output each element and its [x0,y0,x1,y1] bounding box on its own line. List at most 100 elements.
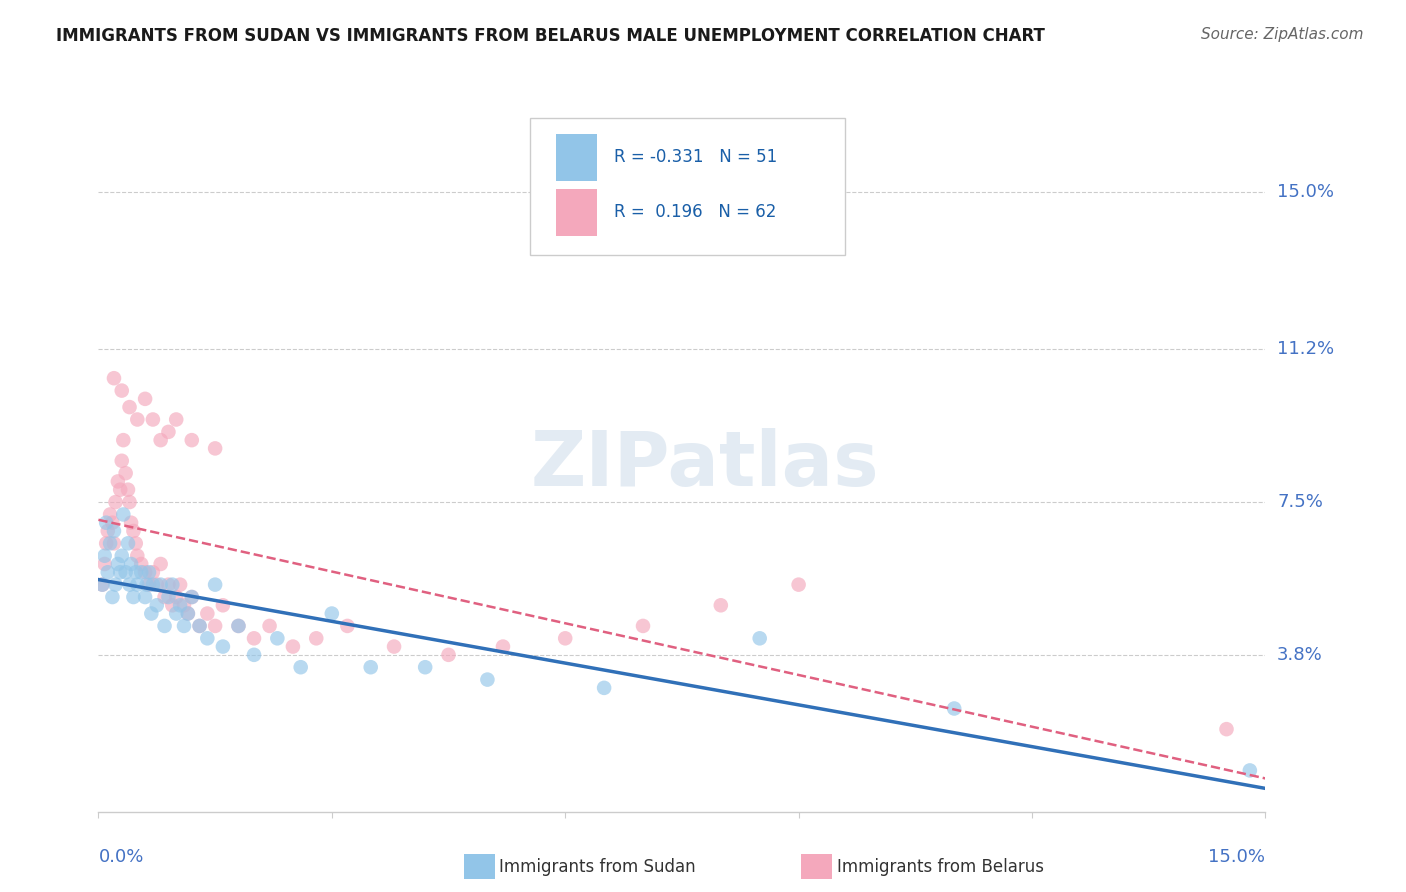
Point [129,557,152,571]
Point [281,640,304,654]
Text: Immigrants from Belarus: Immigrants from Belarus [837,858,1043,876]
Point [108,483,131,497]
Point [204,442,226,456]
Point [173,599,195,613]
Point [437,648,460,662]
Bar [555,134,596,180]
Point [120,516,142,530]
Point [111,454,134,468]
Point [204,577,226,591]
Point [93,549,115,563]
Point [134,566,156,580]
Text: IMMIGRANTS FROM SUDAN VS IMMIGRANTS FROM BELARUS MALE UNEMPLOYMENT CORRELATION C: IMMIGRANTS FROM SUDAN VS IMMIGRANTS FROM… [56,27,1045,45]
Point [134,392,156,406]
Point [710,599,733,613]
Point [117,536,139,550]
Point [321,607,343,621]
Bar [555,189,596,235]
Point [125,566,148,580]
Point [165,590,187,604]
Point [118,495,141,509]
Point [212,599,235,613]
Point [104,495,127,509]
Point [593,681,616,695]
Point [103,371,125,385]
Point [360,660,382,674]
Point [103,524,125,538]
Point [1239,764,1261,778]
Point [125,536,148,550]
Point [748,632,770,646]
Point [120,557,142,571]
Text: Source: ZipAtlas.com: Source: ZipAtlas.com [1201,27,1364,42]
Text: 15.0%: 15.0% [1277,184,1334,202]
Point [162,577,184,591]
Point [93,557,115,571]
Point [169,599,191,613]
Point [188,619,211,633]
Point [177,607,200,621]
Point [195,632,218,646]
Point [138,566,160,580]
Point [787,577,810,591]
Point [97,524,120,538]
Point [554,632,576,646]
Point [243,648,266,662]
Point [492,640,515,654]
Point [103,536,125,550]
FancyBboxPatch shape [530,118,845,255]
Point [118,400,141,414]
Point [146,599,169,613]
Point [107,557,129,571]
Point [204,619,226,633]
Point [129,566,152,580]
Point [101,516,124,530]
Point [259,619,281,633]
Point [117,483,139,497]
Point [195,607,218,621]
Point [169,577,191,591]
Point [146,577,169,591]
Point [153,590,176,604]
Point [107,475,129,489]
Point [142,577,165,591]
Text: Immigrants from Sudan: Immigrants from Sudan [499,858,696,876]
Point [122,590,145,604]
Point [157,577,180,591]
Point [108,566,131,580]
Point [153,619,176,633]
Point [114,566,136,580]
Point [228,619,250,633]
Text: 7.5%: 7.5% [1277,493,1323,511]
Point [180,590,202,604]
Point [157,590,180,604]
Point [134,590,156,604]
Point [1215,722,1237,736]
Point [142,412,165,426]
Point [141,607,163,621]
Point [305,632,328,646]
Point [290,660,312,674]
Point [336,619,359,633]
Point [177,607,200,621]
Point [149,557,172,571]
Point [162,599,184,613]
Point [228,619,250,633]
Point [96,536,118,550]
Point [98,536,121,550]
Point [413,660,436,674]
Point [91,577,114,591]
Point [138,577,160,591]
Point [91,577,114,591]
Point [127,549,149,563]
Text: 11.2%: 11.2% [1277,341,1334,359]
Text: R =  0.196   N = 62: R = 0.196 N = 62 [614,203,776,221]
Point [631,619,654,633]
Point [180,433,202,447]
Point [127,412,149,426]
Point [97,566,120,580]
Point [157,425,180,439]
Point [165,607,187,621]
Point [165,412,187,426]
Point [98,508,121,522]
